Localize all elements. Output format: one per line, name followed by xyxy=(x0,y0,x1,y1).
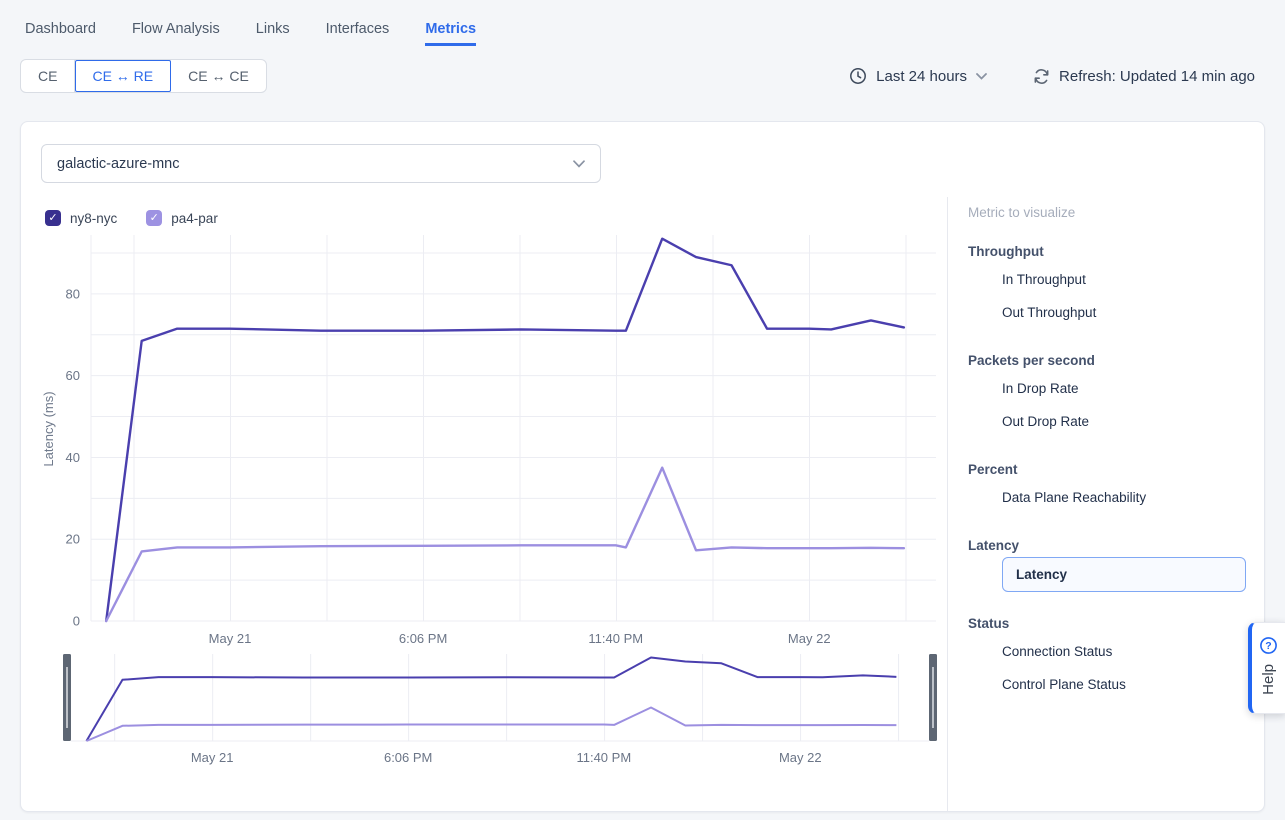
refresh-icon xyxy=(1033,68,1050,85)
time-range-brush-chart[interactable]: May 21 6:06 PM 11:40 PM May 22 xyxy=(63,654,937,768)
svg-text:May 21: May 21 xyxy=(209,631,252,646)
chevron-down-icon xyxy=(573,160,585,168)
device-select-value: galactic-azure-mnc xyxy=(57,156,180,172)
time-range-label: Last 24 hours xyxy=(876,68,967,85)
svg-text:6:06 PM: 6:06 PM xyxy=(399,631,447,646)
metrics-page: { "nav": { "tabs": [ { "label": "Dashboa… xyxy=(0,0,1285,820)
metric-item-data-plane-reachability[interactable]: Data Plane Reachability xyxy=(1002,481,1246,514)
latency-line-chart[interactable]: 0 20 40 60 80 May 21 6:06 PM 11:40 PM May 22 Late… xyxy=(41,233,941,653)
svg-text:80: 80 xyxy=(66,286,80,301)
metric-group-header: Throughput xyxy=(968,244,1246,259)
metric-item-in-drop-rate[interactable]: In Drop Rate xyxy=(1002,372,1246,405)
brush-handle-right[interactable] xyxy=(929,654,937,741)
svg-text:60: 60 xyxy=(66,368,80,383)
svg-text:May 22: May 22 xyxy=(779,750,822,765)
svg-text:May 22: May 22 xyxy=(788,631,831,646)
ce-segmented-control: CE CE ↔ RE CE ↔ CE xyxy=(20,59,267,93)
checkbox-checked-icon[interactable]: ✓ xyxy=(146,210,162,226)
chart-area: ✓ ny8-nyc ✓ pa4-par 0 20 40 60 80 May 21 6:06 … xyxy=(21,197,947,811)
time-range-dropdown[interactable]: Last 24 hours xyxy=(849,67,987,85)
metrics-panel: galactic-azure-mnc ✓ ny8-nyc ✓ pa4-par 0… xyxy=(20,121,1265,812)
metric-item-in-throughput[interactable]: In Throughput xyxy=(1002,263,1246,296)
tab-links[interactable]: Links xyxy=(256,21,290,46)
metric-item-out-throughput[interactable]: Out Throughput xyxy=(1002,296,1246,329)
series-label: ny8-nyc xyxy=(70,211,117,226)
svg-text:40: 40 xyxy=(66,450,80,465)
svg-text:11:40 PM: 11:40 PM xyxy=(588,631,643,646)
tab-metrics[interactable]: Metrics xyxy=(425,21,476,46)
help-label: Help xyxy=(1260,664,1277,695)
svg-text:0: 0 xyxy=(73,614,80,629)
svg-text:May 21: May 21 xyxy=(191,750,234,765)
header-right-controls: Last 24 hours Refresh: Updated 14 min ag… xyxy=(849,67,1255,85)
help-button[interactable]: ? Help xyxy=(1248,622,1285,714)
segment-ce-re[interactable]: CE ↔ RE xyxy=(75,60,171,92)
help-icon: ? xyxy=(1259,636,1278,655)
metric-group-header: Status xyxy=(968,616,1246,631)
metric-group-status: Status Connection Status Control Plane S… xyxy=(968,616,1246,701)
segment-ce-ce[interactable]: CE ↔ CE xyxy=(171,60,266,92)
chevron-down-icon xyxy=(976,73,987,80)
tab-flow-analysis[interactable]: Flow Analysis xyxy=(132,21,220,46)
metric-group-header: Latency xyxy=(968,538,1246,553)
metric-group-header: Percent xyxy=(968,462,1246,477)
series-label: pa4-par xyxy=(171,211,218,226)
refresh-label: Refresh: Updated 14 min ago xyxy=(1059,68,1255,85)
brush-handle-left[interactable] xyxy=(63,654,71,741)
svg-text:?: ? xyxy=(1265,640,1271,652)
series-toggle-ny8-nyc[interactable]: ✓ ny8-nyc xyxy=(45,210,117,226)
svg-text:20: 20 xyxy=(66,532,80,547)
series-toggle-pa4-par[interactable]: ✓ pa4-par xyxy=(146,210,218,226)
metric-group-header: Packets per second xyxy=(968,353,1246,368)
controls-row: CE CE ↔ RE CE ↔ CE Last 24 hours Refresh… xyxy=(0,46,1285,93)
checkbox-checked-icon[interactable]: ✓ xyxy=(45,210,61,226)
segment-ce[interactable]: CE xyxy=(21,60,75,92)
device-select[interactable]: galactic-azure-mnc xyxy=(41,144,601,183)
svg-text:Latency (ms): Latency (ms) xyxy=(41,391,56,466)
top-navigation: Dashboard Flow Analysis Links Interfaces… xyxy=(0,0,1285,46)
svg-text:11:40 PM: 11:40 PM xyxy=(576,750,631,765)
metric-group-packets-per-second: Packets per second In Drop Rate Out Drop… xyxy=(968,353,1246,438)
metric-group-throughput: Throughput In Throughput Out Throughput xyxy=(968,244,1246,329)
metric-item-connection-status[interactable]: Connection Status xyxy=(1002,635,1246,668)
metric-group-percent: Percent Data Plane Reachability xyxy=(968,462,1246,514)
clock-icon xyxy=(849,67,867,85)
metric-group-latency: Latency Latency xyxy=(968,538,1246,592)
tab-dashboard[interactable]: Dashboard xyxy=(25,21,96,46)
metric-sidebar: Metric to visualize Throughput In Throug… xyxy=(947,197,1264,811)
svg-text:6:06 PM: 6:06 PM xyxy=(384,750,432,765)
metric-item-latency[interactable]: Latency xyxy=(1002,557,1246,592)
panel-content: ✓ ny8-nyc ✓ pa4-par 0 20 40 60 80 May 21 6:06 … xyxy=(21,197,1264,811)
series-legend: ✓ ny8-nyc ✓ pa4-par xyxy=(45,210,218,226)
tab-interfaces[interactable]: Interfaces xyxy=(326,21,390,46)
metric-sidebar-title: Metric to visualize xyxy=(968,205,1246,220)
refresh-button[interactable]: Refresh: Updated 14 min ago xyxy=(1033,68,1255,85)
metric-item-out-drop-rate[interactable]: Out Drop Rate xyxy=(1002,405,1246,438)
metric-item-control-plane-status[interactable]: Control Plane Status xyxy=(1002,668,1246,701)
